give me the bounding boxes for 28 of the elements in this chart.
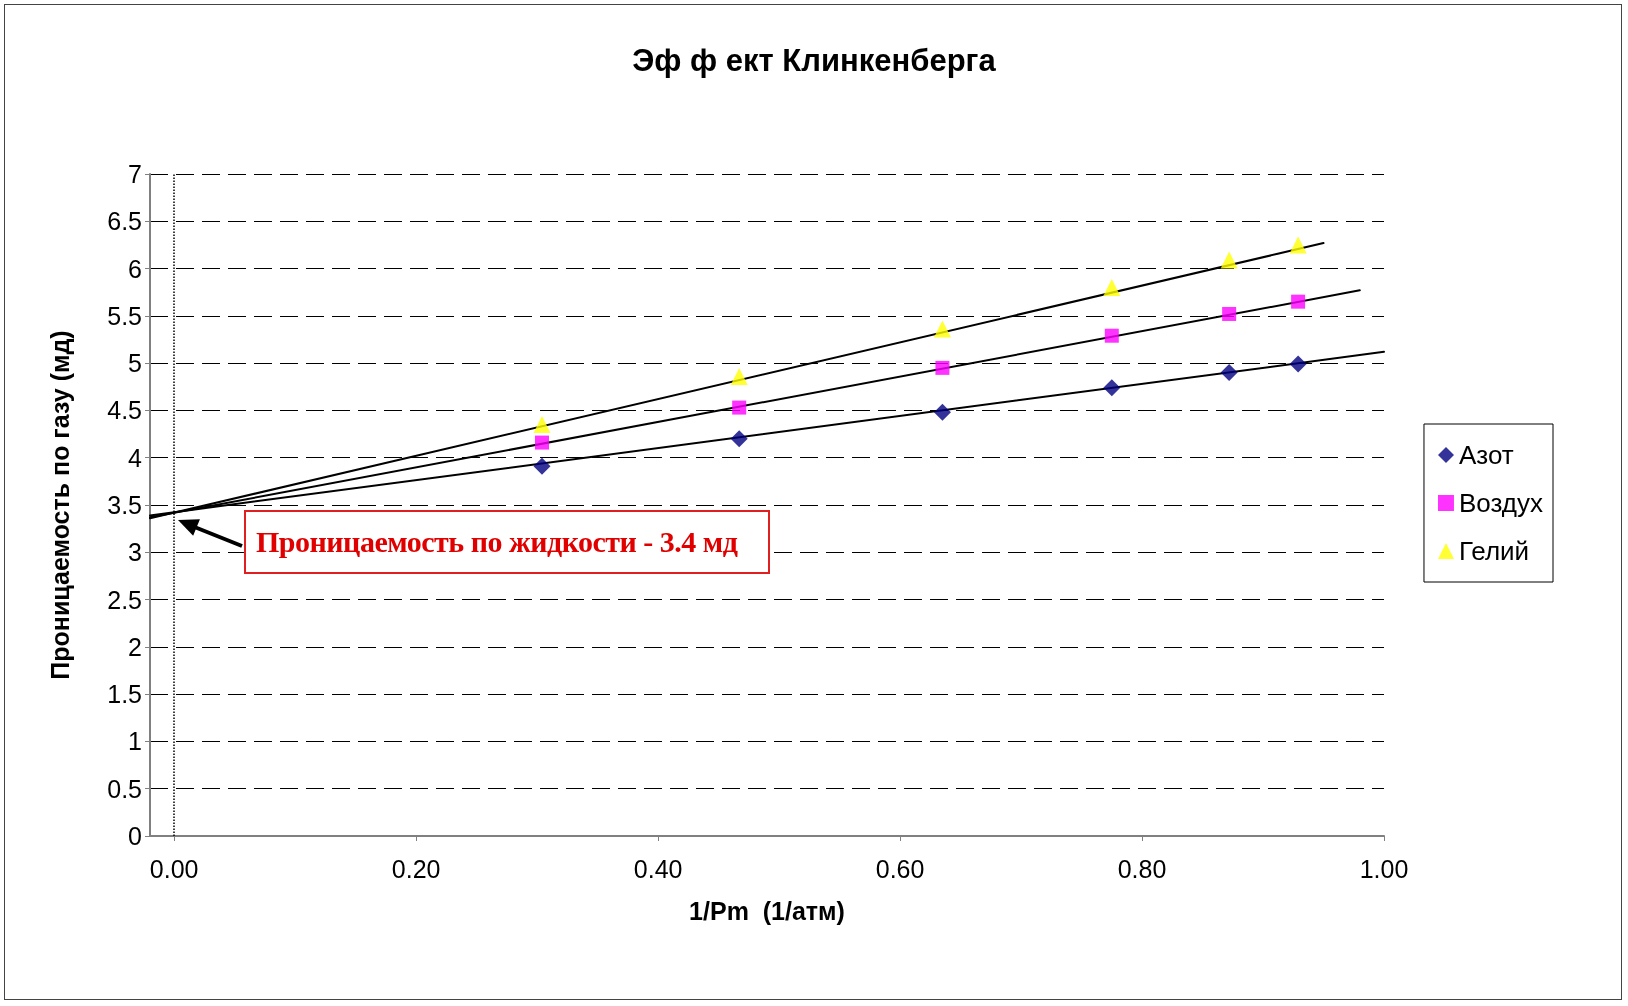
y-tick-label: 0 — [128, 822, 142, 850]
y-tick-label: 2 — [128, 632, 142, 661]
y-tick-label: 3 — [128, 538, 142, 567]
chart-title: Эф ф ект Клинкенберга — [632, 43, 997, 78]
y-tick-label: 4.5 — [107, 396, 142, 425]
legend-label: Воздух — [1458, 488, 1543, 518]
y-tick-label: 2.5 — [107, 585, 142, 614]
legend-label: Гелий — [1458, 536, 1530, 566]
x-tick-label: 0.00 — [149, 854, 199, 883]
x-tick-label: 0.60 — [875, 854, 925, 883]
legend-label: Азот — [1458, 440, 1514, 470]
y-tick-label: 1 — [128, 727, 142, 756]
y-tick-label: 1.5 — [107, 680, 142, 709]
x-tick-label: 0.20 — [391, 854, 441, 883]
y-tick-label: 4 — [128, 443, 143, 472]
x-tick-label: 0.40 — [633, 854, 683, 883]
y-tick-label: 6 — [128, 254, 142, 283]
x-axis-title: 1/Pm (1/атм) — [689, 896, 845, 925]
y-tick-label: 0.5 — [107, 774, 142, 803]
x-tick-label: 0.80 — [1117, 854, 1167, 883]
y-axis-title: Проницаемость по газу (мд) — [45, 330, 74, 680]
annotation: Проницаемость по жидкости - 3.4 мд — [244, 510, 770, 574]
y-tick-label: 7 — [128, 160, 142, 188]
y-tick-label: 3.5 — [107, 491, 142, 519]
x-tick-label: 1.00 — [1359, 854, 1409, 883]
y-tick-label: 5 — [128, 349, 142, 378]
y-tick-label: 6.5 — [107, 207, 142, 236]
y-tick-label: 5.5 — [107, 301, 142, 330]
